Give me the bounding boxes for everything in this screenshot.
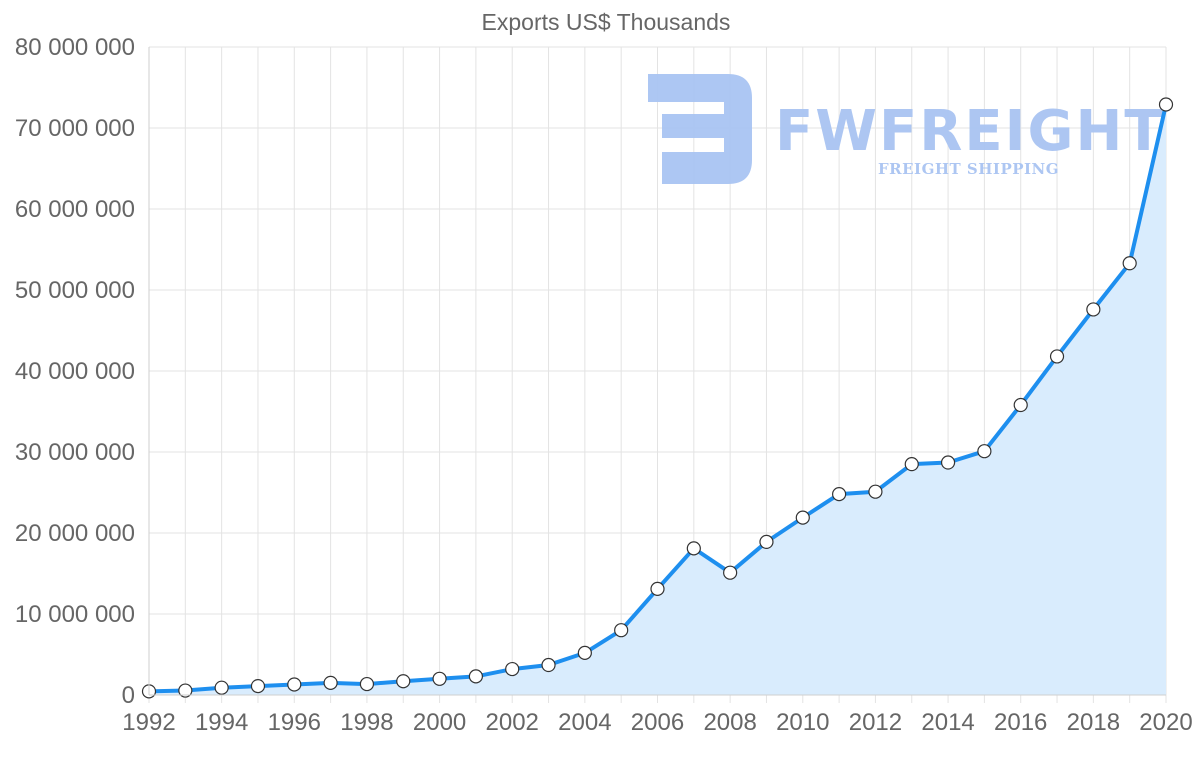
data-point-2002[interactable] [505,661,520,677]
watermark-tagline: FREIGHT SHIPPING [878,160,1059,178]
chart-title: Exports US$ Thousands [482,9,731,35]
fwfreight-logo-icon [648,74,752,184]
watermark-logo: FWFREIGHT FREIGHT SHIPPING [648,74,1165,184]
data-point-1995[interactable] [250,678,266,694]
x-tick-label: 1994 [195,709,248,736]
series-area-fill [149,104,1166,695]
x-tick-label: 2012 [849,709,902,736]
data-point-2009[interactable] [759,534,774,550]
data-point-1996[interactable] [287,677,302,692]
data-point-2003[interactable] [541,657,556,673]
data-point-2012[interactable] [868,484,883,499]
data-point-1993[interactable] [178,683,193,698]
x-tick-label: 2002 [486,709,539,736]
y-tick-label: 70 000 000 [15,115,135,142]
data-point-1999[interactable] [396,674,411,689]
x-tick-label: 1996 [268,709,321,736]
data-point-2001[interactable] [468,669,483,684]
x-tick-label: 2018 [1067,709,1120,736]
data-point-2018[interactable] [1086,302,1101,317]
x-tick-label: 2014 [921,709,974,736]
x-tick-label: 2004 [558,709,611,736]
y-tick-label: 80 000 000 [15,34,135,61]
data-point-2004[interactable] [577,645,592,660]
data-point-2008[interactable] [723,565,738,580]
y-tick-label: 30 000 000 [15,439,135,466]
data-point-2016[interactable] [1013,397,1028,413]
x-axis-ticks: 1992 1994 1996 1998 2000 2002 2004 2006 2008 2010… [122,709,1192,736]
data-point-2019[interactable] [1122,256,1137,271]
data-point-1997[interactable] [323,675,338,690]
y-tick-label: 40 000 000 [15,358,135,385]
data-point-2017[interactable] [1049,349,1065,364]
x-tick-label: 1992 [122,709,175,736]
x-tick-label: 1998 [340,709,393,736]
y-axis-ticks: 0 10 000 000 20 000 000 30 000 000 40 000 00… [15,34,135,709]
data-point-2005[interactable] [614,623,629,638]
x-tick-label: 2016 [994,709,1047,736]
data-point-1994[interactable] [214,680,229,695]
x-tick-label: 2000 [413,709,466,736]
data-point-2020[interactable] [1158,97,1174,112]
y-tick-label: 0 [122,682,135,709]
data-point-2007[interactable] [686,541,701,556]
watermark-brand: FWFREIGHT [775,99,1165,164]
x-tick-label: 2020 [1139,709,1192,736]
data-point-1998[interactable] [359,676,375,692]
y-tick-label: 20 000 000 [15,520,135,547]
y-tick-label: 60 000 000 [15,196,135,223]
y-tick-label: 10 000 000 [15,601,135,628]
data-point-2013[interactable] [904,457,919,472]
data-point-2006[interactable] [650,581,665,596]
data-point-2011[interactable] [832,487,847,502]
data-point-2014[interactable] [940,455,956,470]
x-tick-label: 2008 [703,709,756,736]
data-point-2015[interactable] [977,444,992,459]
x-tick-label: 2010 [776,709,829,736]
data-point-2010[interactable] [795,510,810,525]
y-tick-label: 50 000 000 [15,277,135,304]
data-points [141,97,1174,699]
data-point-2000[interactable] [432,671,447,686]
x-tick-label: 2006 [631,709,684,736]
